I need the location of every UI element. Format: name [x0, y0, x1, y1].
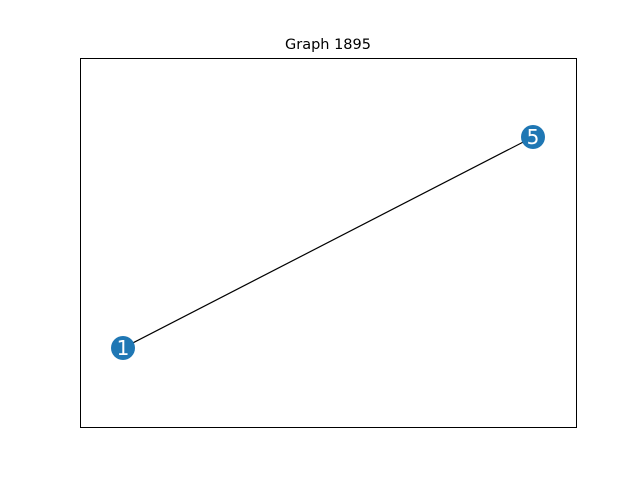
graph-title: Graph 1895 — [285, 37, 371, 53]
node-label: 5 — [527, 125, 540, 149]
node-5: 5 — [521, 125, 545, 149]
node-circle — [521, 125, 545, 149]
plot-frame — [80, 58, 577, 428]
node-label: 1 — [117, 336, 130, 360]
edge-1-5 — [122, 136, 534, 349]
edges-layer — [122, 136, 534, 349]
node-1: 1 — [111, 336, 135, 360]
nodes-layer: 15 — [111, 125, 545, 360]
node-circle — [111, 336, 135, 360]
